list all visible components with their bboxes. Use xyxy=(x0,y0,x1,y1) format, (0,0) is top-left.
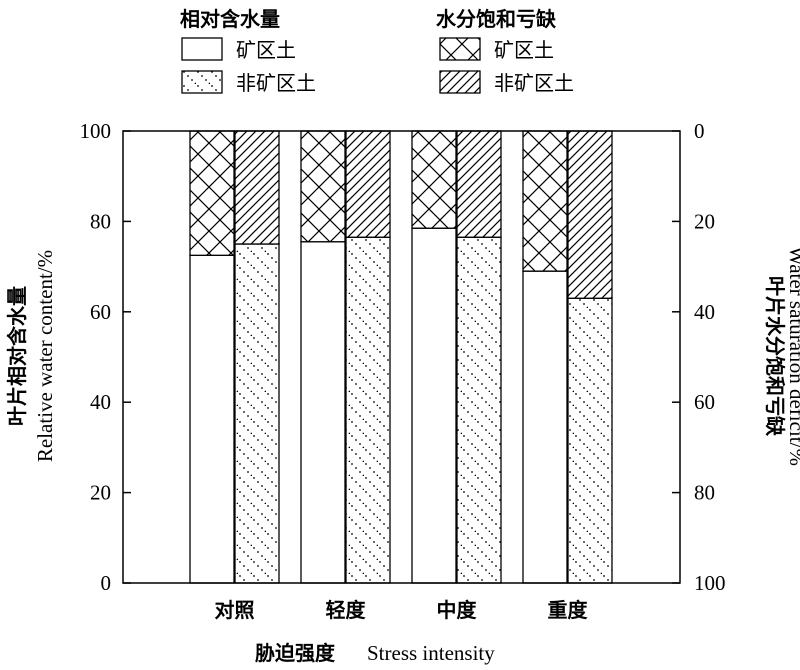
plot-frame xyxy=(122,130,681,584)
left-tick-label-2: 40 xyxy=(90,390,111,414)
legend-title-rwc: 相对含水量 xyxy=(180,7,280,31)
ticks: 0 20 40 60 80 100 100 80 60 40 20 0 xyxy=(80,119,726,595)
right-tick-label-0: 100 xyxy=(694,571,726,595)
bar-rwc-mining-2 xyxy=(411,227,457,584)
left-tick-label-4: 80 xyxy=(90,209,111,233)
bar-rwc-mining-3 xyxy=(522,270,568,584)
bar-rwc-nonmining-2 xyxy=(456,236,502,584)
bar-wsd-mining-0 xyxy=(189,130,235,256)
y-axis-left-title-cn: 叶片相对含水量 xyxy=(5,286,29,426)
category-labels: 对照 轻度 中度 重度 xyxy=(215,598,589,622)
legend-swatch-nonmining-wsd xyxy=(439,70,481,94)
bar-rwc-nonmining-1 xyxy=(345,236,391,584)
bar-wsd-nonmining-0 xyxy=(234,130,280,245)
legend-label-mining-rwc: 矿区土 xyxy=(236,38,296,62)
right-tick-label-2: 60 xyxy=(694,390,715,414)
bar-rwc-mining-0 xyxy=(189,254,235,584)
category-label-3: 重度 xyxy=(548,598,589,622)
y-axis-right-title-en: Water saturation deficit/% xyxy=(785,246,800,466)
category-label-0: 对照 xyxy=(215,598,255,622)
left-tick-label-1: 20 xyxy=(90,481,111,505)
left-tick-label-5: 100 xyxy=(80,119,112,143)
legend-swatch-mining-rwc xyxy=(181,37,223,61)
bar-rwc-nonmining-0 xyxy=(234,243,280,584)
y-axis-left-title-en: Relative water content/% xyxy=(33,250,57,462)
category-label-2: 中度 xyxy=(437,598,478,622)
legend-label-nonmining-wsd: 非矿区土 xyxy=(494,71,574,95)
bar-rwc-nonmining-3 xyxy=(567,297,613,584)
left-tick-label-0: 0 xyxy=(101,571,112,595)
right-tick-label-4: 20 xyxy=(694,209,715,233)
bar-wsd-nonmining-1 xyxy=(345,130,391,238)
bar-wsd-nonmining-3 xyxy=(567,130,613,299)
bar-wsd-mining-2 xyxy=(411,130,457,229)
bar-wsd-nonmining-2 xyxy=(456,130,502,238)
right-tick-label-3: 40 xyxy=(694,300,715,324)
x-axis-title-cn: 胁迫强度 xyxy=(255,641,336,665)
right-tick-label-1: 80 xyxy=(694,481,715,505)
legend-title-wsd: 水分饱和亏缺 xyxy=(436,7,557,31)
right-tick-label-5: 0 xyxy=(694,119,705,143)
category-label-1: 轻度 xyxy=(326,598,367,622)
x-axis-title-en: Stress intensity xyxy=(367,641,495,665)
bar-wsd-mining-3 xyxy=(522,130,568,272)
legend-swatch-nonmining-rwc xyxy=(181,70,223,94)
bars xyxy=(189,130,613,584)
legend-label-nonmining-rwc: 非矿区土 xyxy=(236,71,316,95)
bar-rwc-mining-1 xyxy=(300,241,346,584)
legend-swatch-mining-wsd xyxy=(439,37,481,61)
bar-wsd-mining-1 xyxy=(300,130,346,243)
legend: 相对含水量 矿区土 非矿区土 水分饱和亏缺 矿区土 非矿区土 xyxy=(180,7,574,95)
y-axis-right-title-cn: 叶片水分饱和亏缺 xyxy=(763,276,787,437)
legend-label-mining-wsd: 矿区土 xyxy=(494,38,554,62)
left-tick-label-3: 60 xyxy=(90,300,111,324)
